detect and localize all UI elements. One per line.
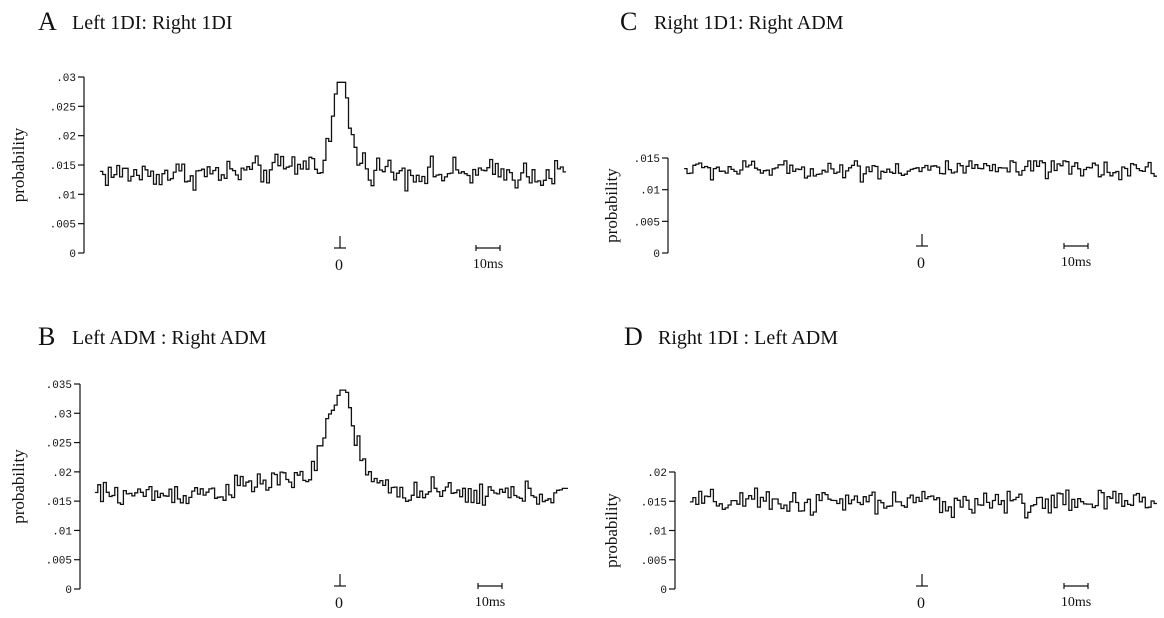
y-tick-label: 0 [65, 585, 72, 597]
y-tick-label: .01 [52, 526, 72, 538]
panel-letter: D [624, 322, 643, 351]
panel-title: Right 1D1: Right ADM [654, 12, 844, 34]
panel-a: A Left 1DI: Right 1DI .03 .025 .02 .015 .01 .00… [9, 7, 566, 274]
y-tick-label: .02 [52, 468, 72, 480]
panel-title: Left 1DI: Right 1DI [72, 12, 233, 34]
y-tick-label: .03 [52, 409, 72, 421]
zero-label: 0 [335, 257, 343, 274]
y-tick-label: .01 [647, 527, 667, 539]
y-axis-label: probability [602, 493, 621, 568]
y-tick-label: .005 [46, 556, 72, 568]
y-axis-label: probability [9, 449, 28, 524]
scale-bar-label: 10ms [1061, 255, 1091, 270]
histogram-trace [99, 81, 566, 192]
y-tick-label: .005 [50, 220, 76, 232]
y-tick-label: 0 [69, 249, 76, 261]
panel-letter: A [38, 7, 57, 36]
histogram-trace [689, 487, 1157, 519]
histogram-trace [94, 389, 568, 506]
panel-d: D Right 1DI : Left ADM .02 .015 .01 .005 0 prob… [602, 322, 1157, 612]
histogram-trace [684, 160, 1157, 183]
y-tick-label: 0 [660, 585, 667, 597]
panel-title: Right 1DI : Left ADM [658, 327, 838, 349]
y-tick-label: .025 [50, 102, 76, 114]
zero-label: 0 [917, 595, 925, 612]
y-tick-label: .015 [50, 161, 76, 173]
y-tick-label: .02 [56, 132, 76, 144]
y-axis-label: probability [602, 168, 621, 243]
y-tick-label: .005 [641, 556, 667, 568]
panel-title: Left ADM : Right ADM [72, 327, 267, 349]
y-tick-label: .035 [46, 380, 72, 392]
scale-bar-label: 10ms [1061, 595, 1091, 610]
panel-letter: C [620, 7, 637, 36]
y-tick-label: .025 [46, 439, 72, 451]
scale-bar-label: 10ms [473, 257, 503, 272]
panel-c: C Right 1D1: Right ADM .015 .01 .005 0 probabi… [602, 7, 1157, 272]
y-tick-label: .03 [56, 73, 76, 85]
panel-letter: B [38, 322, 55, 351]
zero-label: 0 [335, 595, 343, 612]
y-axis-label: probability [9, 127, 28, 202]
zero-label: 0 [917, 255, 925, 272]
y-tick-label: 0 [653, 249, 660, 261]
y-tick-label: .005 [634, 217, 660, 229]
y-tick-label: .01 [640, 186, 660, 198]
scale-bar-label: 10ms [475, 595, 505, 610]
y-tick-label: .015 [46, 497, 72, 509]
y-tick-label: .015 [634, 154, 660, 166]
y-tick-label: .01 [56, 190, 76, 202]
y-tick-label: .015 [641, 497, 667, 509]
panel-b: B Left ADM : Right ADM .035 .03 .025 .02 .015.… [9, 322, 568, 612]
y-tick-label: .02 [647, 468, 667, 480]
